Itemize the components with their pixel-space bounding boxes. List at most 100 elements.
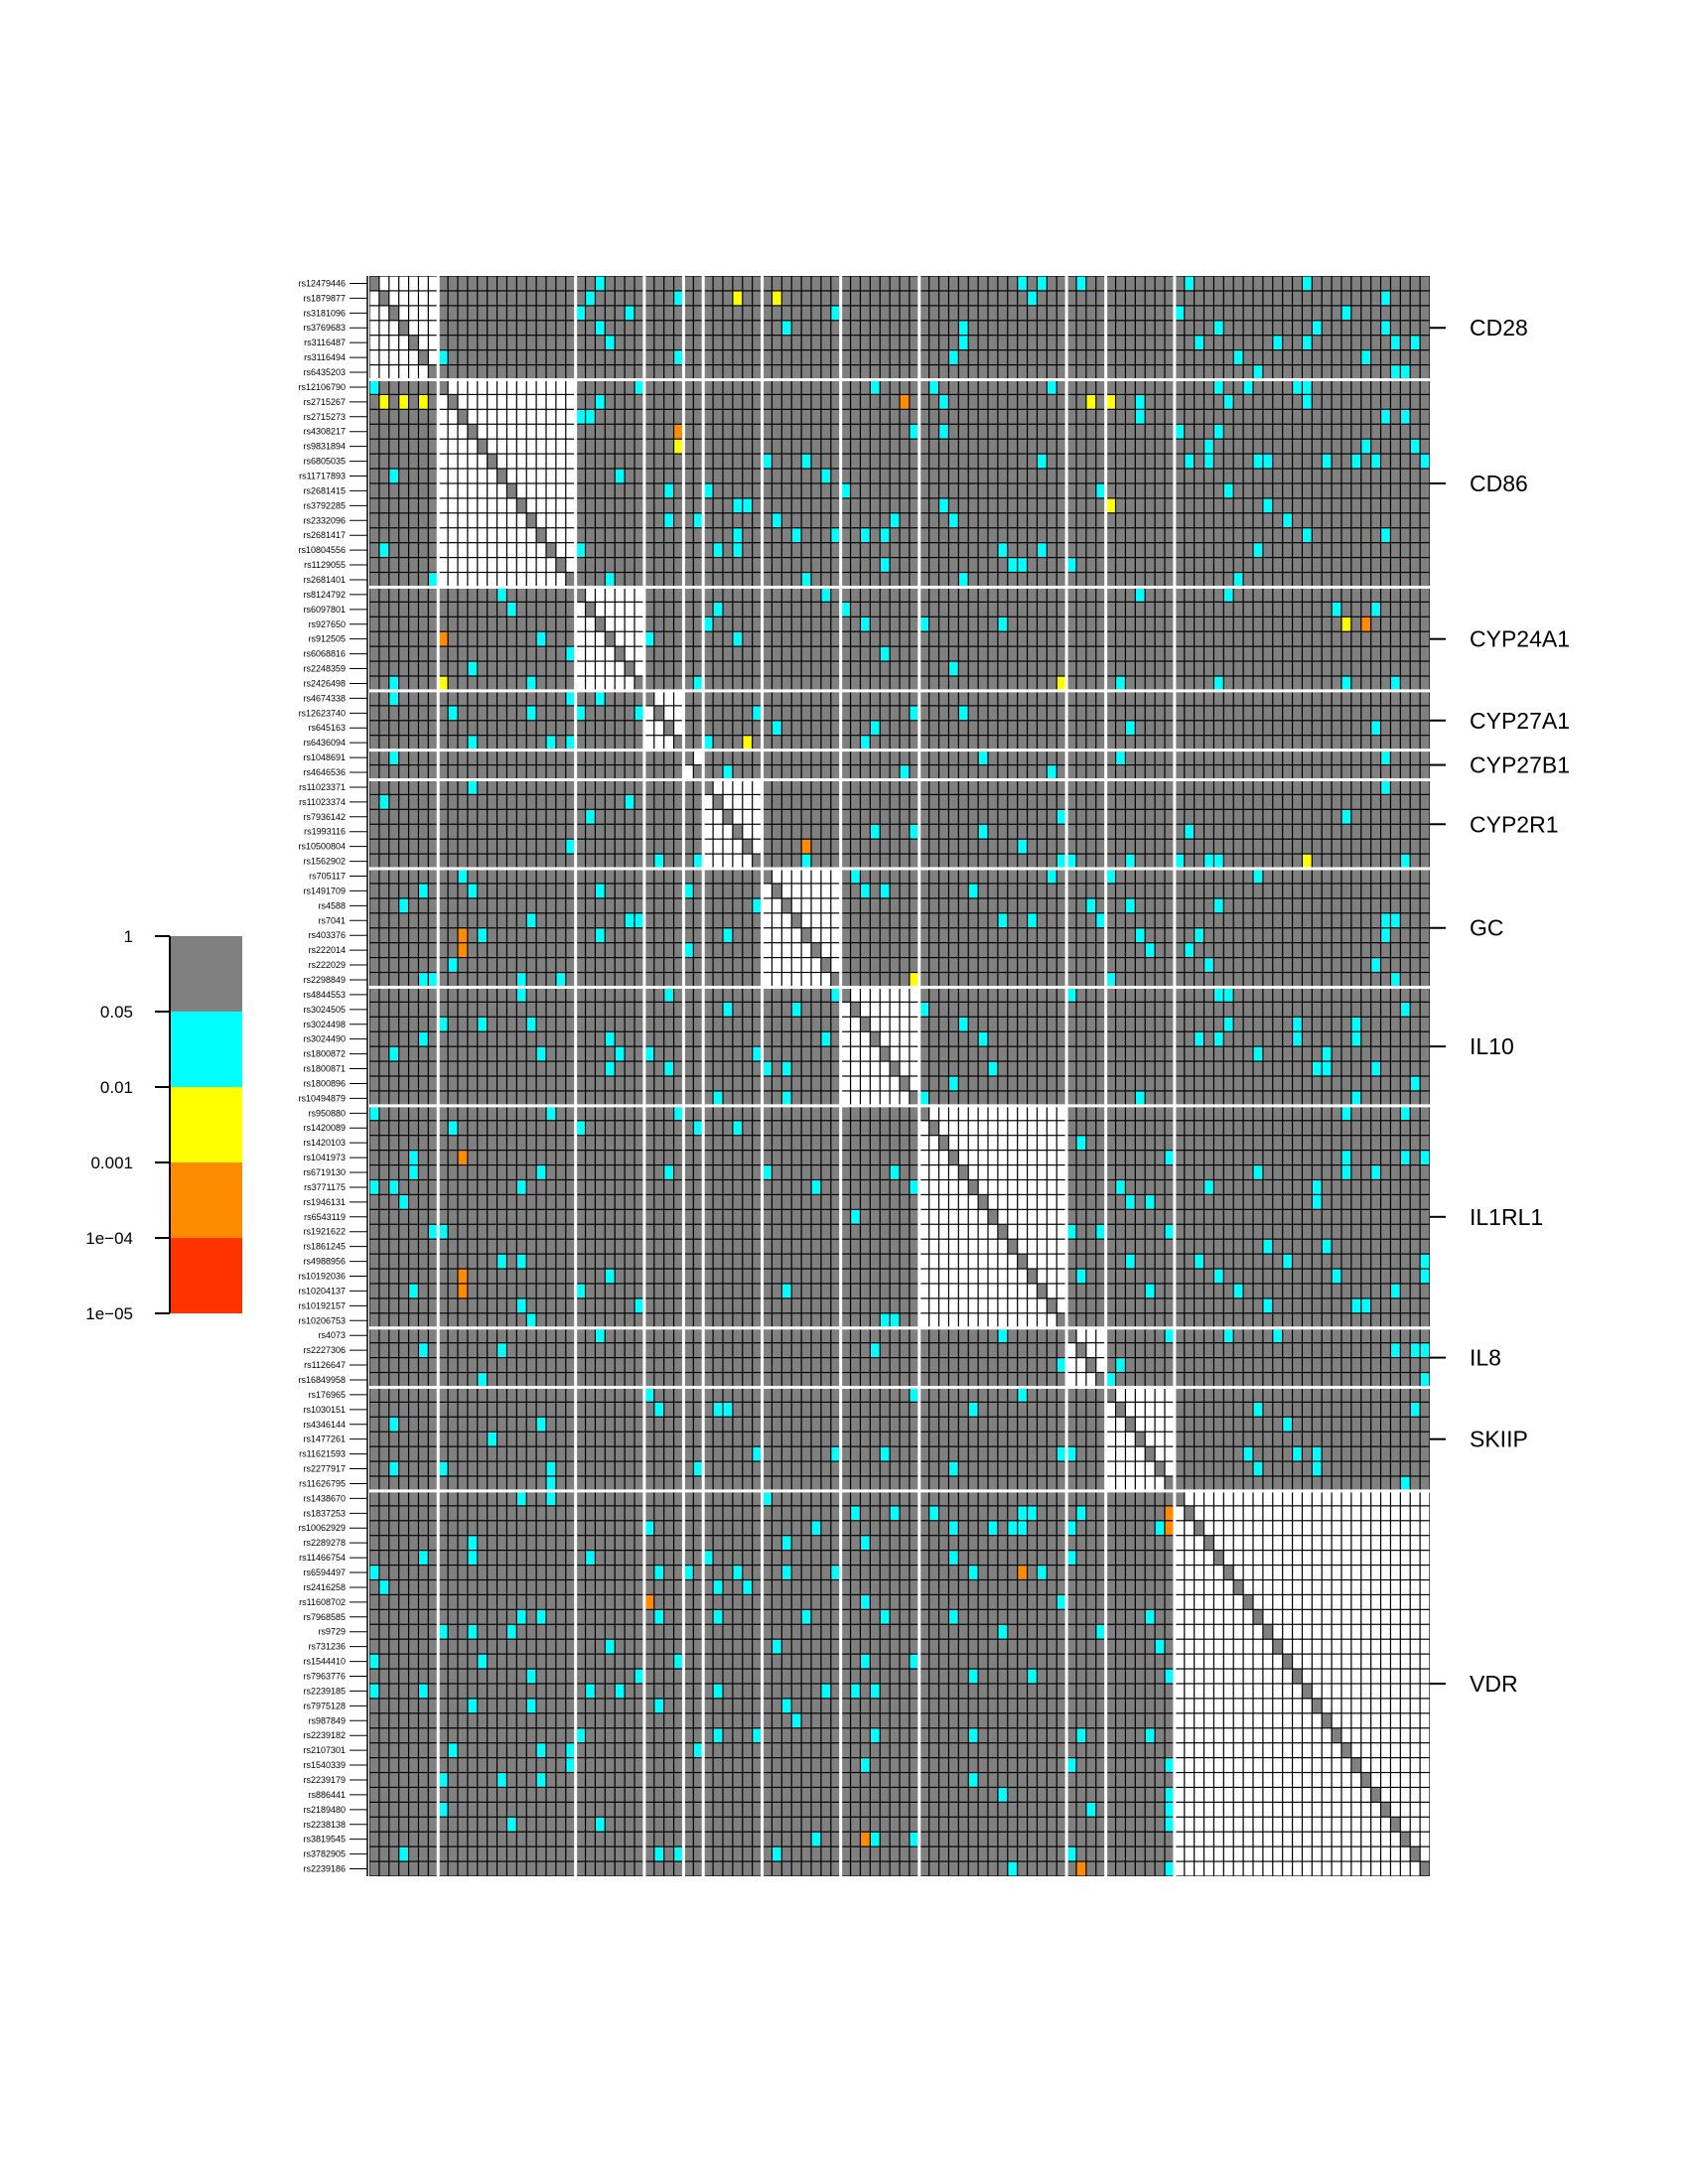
heatmap-cell: [821, 809, 831, 824]
heatmap-cell: [468, 646, 478, 661]
heatmap-cell: [801, 454, 811, 469]
heatmap-cell: [1145, 795, 1155, 809]
heatmap-cell: [488, 691, 496, 706]
heatmap-cell: [1038, 409, 1047, 424]
heatmap-cell: [1391, 483, 1400, 498]
heatmap-cell: [478, 706, 488, 721]
heatmap-cell: [1371, 913, 1380, 928]
heatmap-cell: [1106, 573, 1115, 587]
heatmap-cell: [458, 602, 468, 616]
heatmap-cell: [988, 558, 998, 572]
heatmap-cell: [674, 409, 683, 424]
heatmap-cell: [478, 306, 488, 321]
heatmap-cell: [379, 602, 389, 616]
heatmap-cell: [998, 706, 1008, 721]
heatmap-cell: [1400, 365, 1410, 379]
heatmap-cell: [1076, 588, 1086, 602]
heatmap-cell: [1381, 513, 1390, 528]
heatmap-cell: [516, 483, 526, 498]
heatmap-cell: [1195, 380, 1203, 394]
heatmap-cell: [458, 824, 468, 839]
heatmap-cell: [968, 884, 978, 898]
snp-label: rs1921622: [303, 1227, 346, 1237]
heatmap-cell: [753, 676, 762, 691]
heatmap-cell: [1155, 513, 1165, 528]
heatmap-cell: [644, 321, 654, 336]
heatmap-cell: [1303, 306, 1312, 321]
heatmap-cell: [1400, 469, 1410, 483]
heatmap-cell: [1185, 380, 1195, 394]
heatmap-cell: [428, 751, 438, 764]
heatmap-cell: [841, 276, 850, 291]
heatmap-cell: [399, 751, 408, 764]
heatmap-cell: [1214, 380, 1223, 394]
heatmap-cell: [1303, 588, 1312, 602]
heatmap-cell: [1056, 454, 1066, 469]
heatmap-cell: [1126, 809, 1135, 824]
heatmap-cell: [1233, 721, 1243, 736]
heatmap-cell: [831, 483, 841, 498]
heatmap-cell: [644, 646, 654, 661]
heatmap-cell: [753, 869, 762, 884]
heatmap-cell: [1195, 706, 1203, 721]
heatmap-cell: [939, 884, 948, 898]
heatmap-cell: [1243, 543, 1253, 557]
heatmap-cell: [801, 439, 811, 454]
heatmap-cell: [1008, 276, 1018, 291]
heatmap-cell: [566, 573, 576, 587]
heatmap-cell: [1283, 321, 1292, 336]
heatmap-cell: [693, 469, 703, 483]
heatmap-cell: [536, 588, 546, 602]
heatmap-cell: [919, 751, 929, 764]
heatmap-cell: [526, 439, 536, 454]
heatmap-cell: [773, 513, 781, 528]
heatmap-cell: [851, 602, 860, 616]
heatmap-cell: [644, 513, 654, 528]
heatmap-cell: [438, 884, 448, 898]
heatmap-cell: [1361, 854, 1371, 869]
heatmap-cell: [988, 854, 998, 869]
heatmap-cell: [998, 616, 1008, 631]
heatmap-cell: [713, 736, 723, 751]
heatmap-cell: [468, 913, 478, 928]
heatmap-cell: [379, 780, 389, 794]
heatmap-cell: [468, 661, 478, 676]
heatmap-cell: [478, 543, 488, 557]
heatmap-cell: [625, 498, 634, 513]
heatmap-cell: [409, 588, 418, 602]
heatmap-cell: [596, 321, 605, 336]
heatmap-cell: [1155, 336, 1165, 350]
heatmap-cell: [693, 454, 703, 469]
heatmap-cell: [507, 276, 516, 291]
heatmap-cell: [998, 380, 1008, 394]
heatmap-cell: [1175, 469, 1185, 483]
heatmap-cell: [1086, 795, 1096, 809]
heatmap-cell: [1185, 513, 1195, 528]
heatmap-cell: [428, 661, 438, 676]
heatmap-cell: [615, 276, 625, 291]
heatmap-cell: [1155, 795, 1165, 809]
heatmap-cell: [625, 661, 634, 676]
heatmap-cell: [1204, 365, 1213, 379]
heatmap-cell: [1155, 380, 1165, 394]
heatmap-cell: [1214, 706, 1223, 721]
heatmap-cell: [1018, 543, 1027, 557]
heatmap-cell: [861, 869, 870, 884]
heatmap-cell: [448, 646, 458, 661]
heatmap-cell: [428, 350, 438, 364]
heatmap-cell: [1322, 439, 1332, 454]
heatmap-cell: [919, 839, 929, 854]
heatmap-cell: [1312, 558, 1322, 572]
heatmap-cell: [596, 898, 605, 913]
heatmap-cell: [409, 543, 418, 557]
heatmap-cell: [389, 469, 399, 483]
heatmap-cell: [763, 884, 772, 898]
heatmap-cell: [1096, 884, 1106, 898]
heatmap-cell: [1391, 498, 1400, 513]
heatmap-cell: [1410, 602, 1420, 616]
heatmap-cell: [596, 469, 605, 483]
heatmap-cell: [1155, 884, 1165, 898]
heatmap-cell: [1293, 795, 1302, 809]
heatmap-cell: [468, 824, 478, 839]
